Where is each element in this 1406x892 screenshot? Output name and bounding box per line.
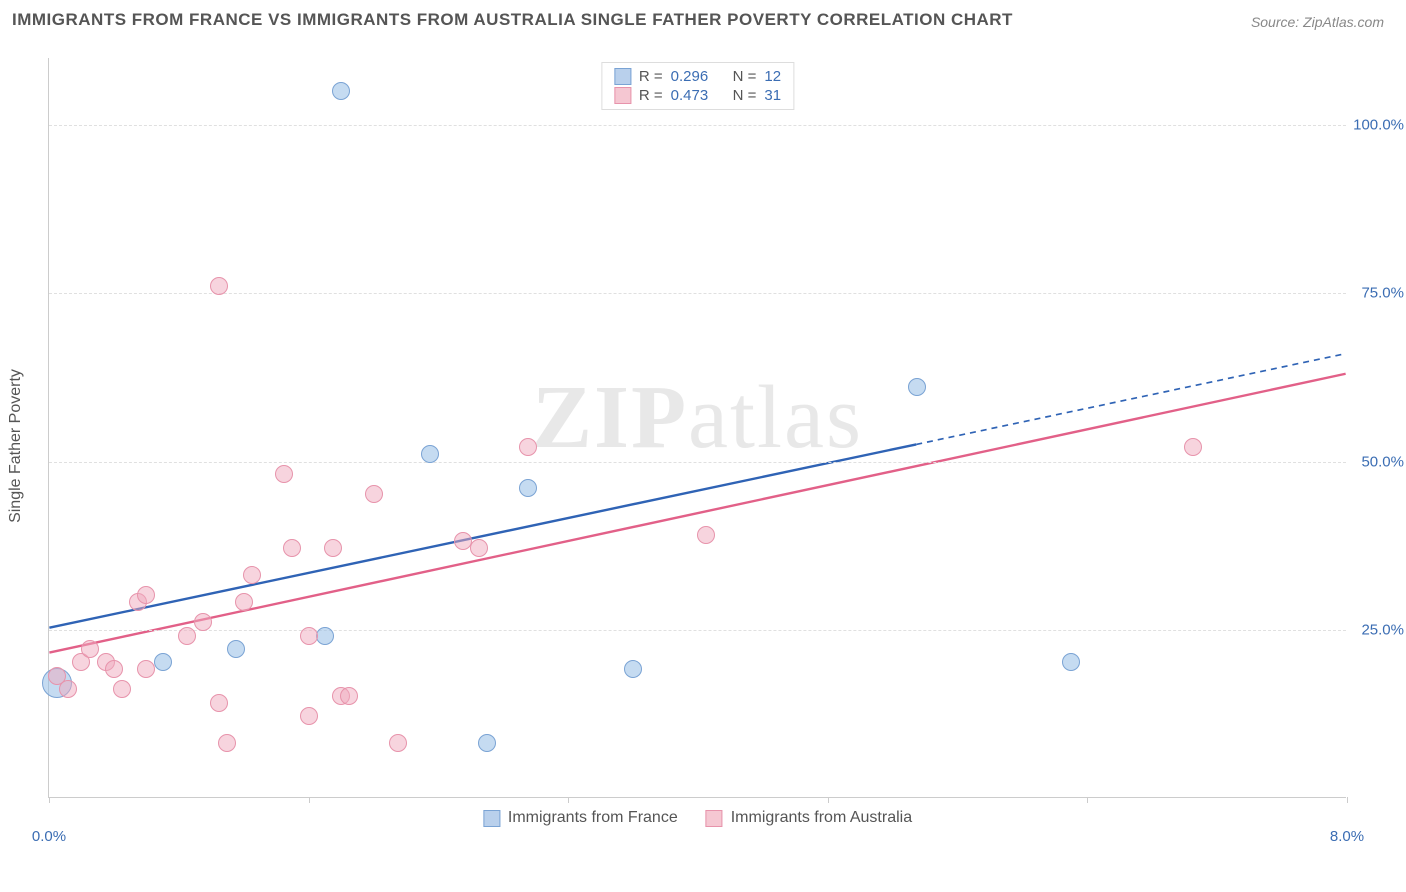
trend-line-dashed-france	[916, 354, 1345, 445]
gridline-horizontal	[49, 630, 1346, 631]
legend-swatch	[614, 68, 631, 85]
data-point-australia	[218, 734, 236, 752]
data-point-australia	[178, 627, 196, 645]
data-point-australia	[519, 438, 537, 456]
x-tick-mark	[1087, 797, 1088, 803]
data-point-australia	[105, 660, 123, 678]
legend-series-label: Immigrants from France	[508, 809, 678, 827]
n-label: N =	[733, 87, 757, 104]
data-point-australia	[1184, 438, 1202, 456]
data-point-australia	[194, 613, 212, 631]
legend-series-item: Immigrants from Australia	[706, 809, 912, 827]
data-point-france	[421, 445, 439, 463]
data-point-france	[316, 627, 334, 645]
data-point-australia	[243, 566, 261, 584]
data-point-france	[624, 660, 642, 678]
x-tick-mark	[568, 797, 569, 803]
chart-title: IMMIGRANTS FROM FRANCE VS IMMIGRANTS FRO…	[12, 10, 1013, 30]
legend-series-item: Immigrants from France	[483, 809, 678, 827]
x-tick-mark	[828, 797, 829, 803]
r-value: 0.473	[671, 87, 719, 104]
legend-correlation-row: R = 0.473 N = 31	[614, 86, 781, 105]
gridline-horizontal	[49, 293, 1346, 294]
data-point-australia	[81, 640, 99, 658]
y-tick-label: 50.0%	[1361, 453, 1404, 470]
data-point-australia	[300, 627, 318, 645]
data-point-australia	[697, 526, 715, 544]
y-tick-label: 25.0%	[1361, 621, 1404, 638]
gridline-horizontal	[49, 462, 1346, 463]
r-value: 0.296	[671, 68, 719, 85]
legend-series: Immigrants from France Immigrants from Au…	[483, 809, 912, 827]
data-point-australia	[324, 539, 342, 557]
x-tick-label: 8.0%	[1330, 828, 1364, 845]
x-tick-label: 0.0%	[32, 828, 66, 845]
gridline-horizontal	[49, 125, 1346, 126]
data-point-australia	[235, 593, 253, 611]
legend-swatch	[706, 810, 723, 827]
data-point-australia	[283, 539, 301, 557]
data-point-australia	[210, 277, 228, 295]
r-label: R =	[639, 68, 663, 85]
y-tick-label: 100.0%	[1353, 117, 1404, 134]
x-tick-mark	[309, 797, 310, 803]
y-axis-title: Single Father Poverty	[7, 369, 25, 523]
data-point-australia	[137, 660, 155, 678]
data-point-australia	[210, 694, 228, 712]
data-point-australia	[59, 680, 77, 698]
data-point-france	[154, 653, 172, 671]
data-point-australia	[389, 734, 407, 752]
legend-swatch	[614, 87, 631, 104]
data-point-australia	[137, 586, 155, 604]
data-point-france	[332, 82, 350, 100]
data-point-australia	[365, 485, 383, 503]
data-point-france	[1062, 653, 1080, 671]
trend-lines-layer	[49, 58, 1346, 797]
data-point-france	[908, 378, 926, 396]
x-tick-mark	[49, 797, 50, 803]
data-point-australia	[340, 687, 358, 705]
data-point-australia	[300, 707, 318, 725]
data-point-australia	[113, 680, 131, 698]
data-point-france	[519, 479, 537, 497]
chart-plot-area: ZIPatlas R =0.296N =12R =0.473N =31 Immi…	[48, 58, 1346, 798]
y-tick-label: 75.0%	[1361, 285, 1404, 302]
data-point-australia	[470, 539, 488, 557]
data-point-france	[478, 734, 496, 752]
legend-series-label: Immigrants from Australia	[731, 809, 912, 827]
legend-correlation-row: R = 0.296 N = 12	[614, 67, 781, 86]
legend-swatch	[483, 810, 500, 827]
n-value: 31	[764, 87, 781, 104]
r-label: R =	[639, 87, 663, 104]
n-label: N =	[733, 68, 757, 85]
trend-line-france	[49, 444, 916, 627]
n-value: 12	[764, 68, 781, 85]
source-attribution: Source: ZipAtlas.com	[1251, 14, 1384, 30]
legend-correlation: R = 0.296 N = 12 R = 0.473 N = 31	[601, 62, 794, 110]
x-tick-mark	[1347, 797, 1348, 803]
data-point-france	[227, 640, 245, 658]
data-point-australia	[275, 465, 293, 483]
